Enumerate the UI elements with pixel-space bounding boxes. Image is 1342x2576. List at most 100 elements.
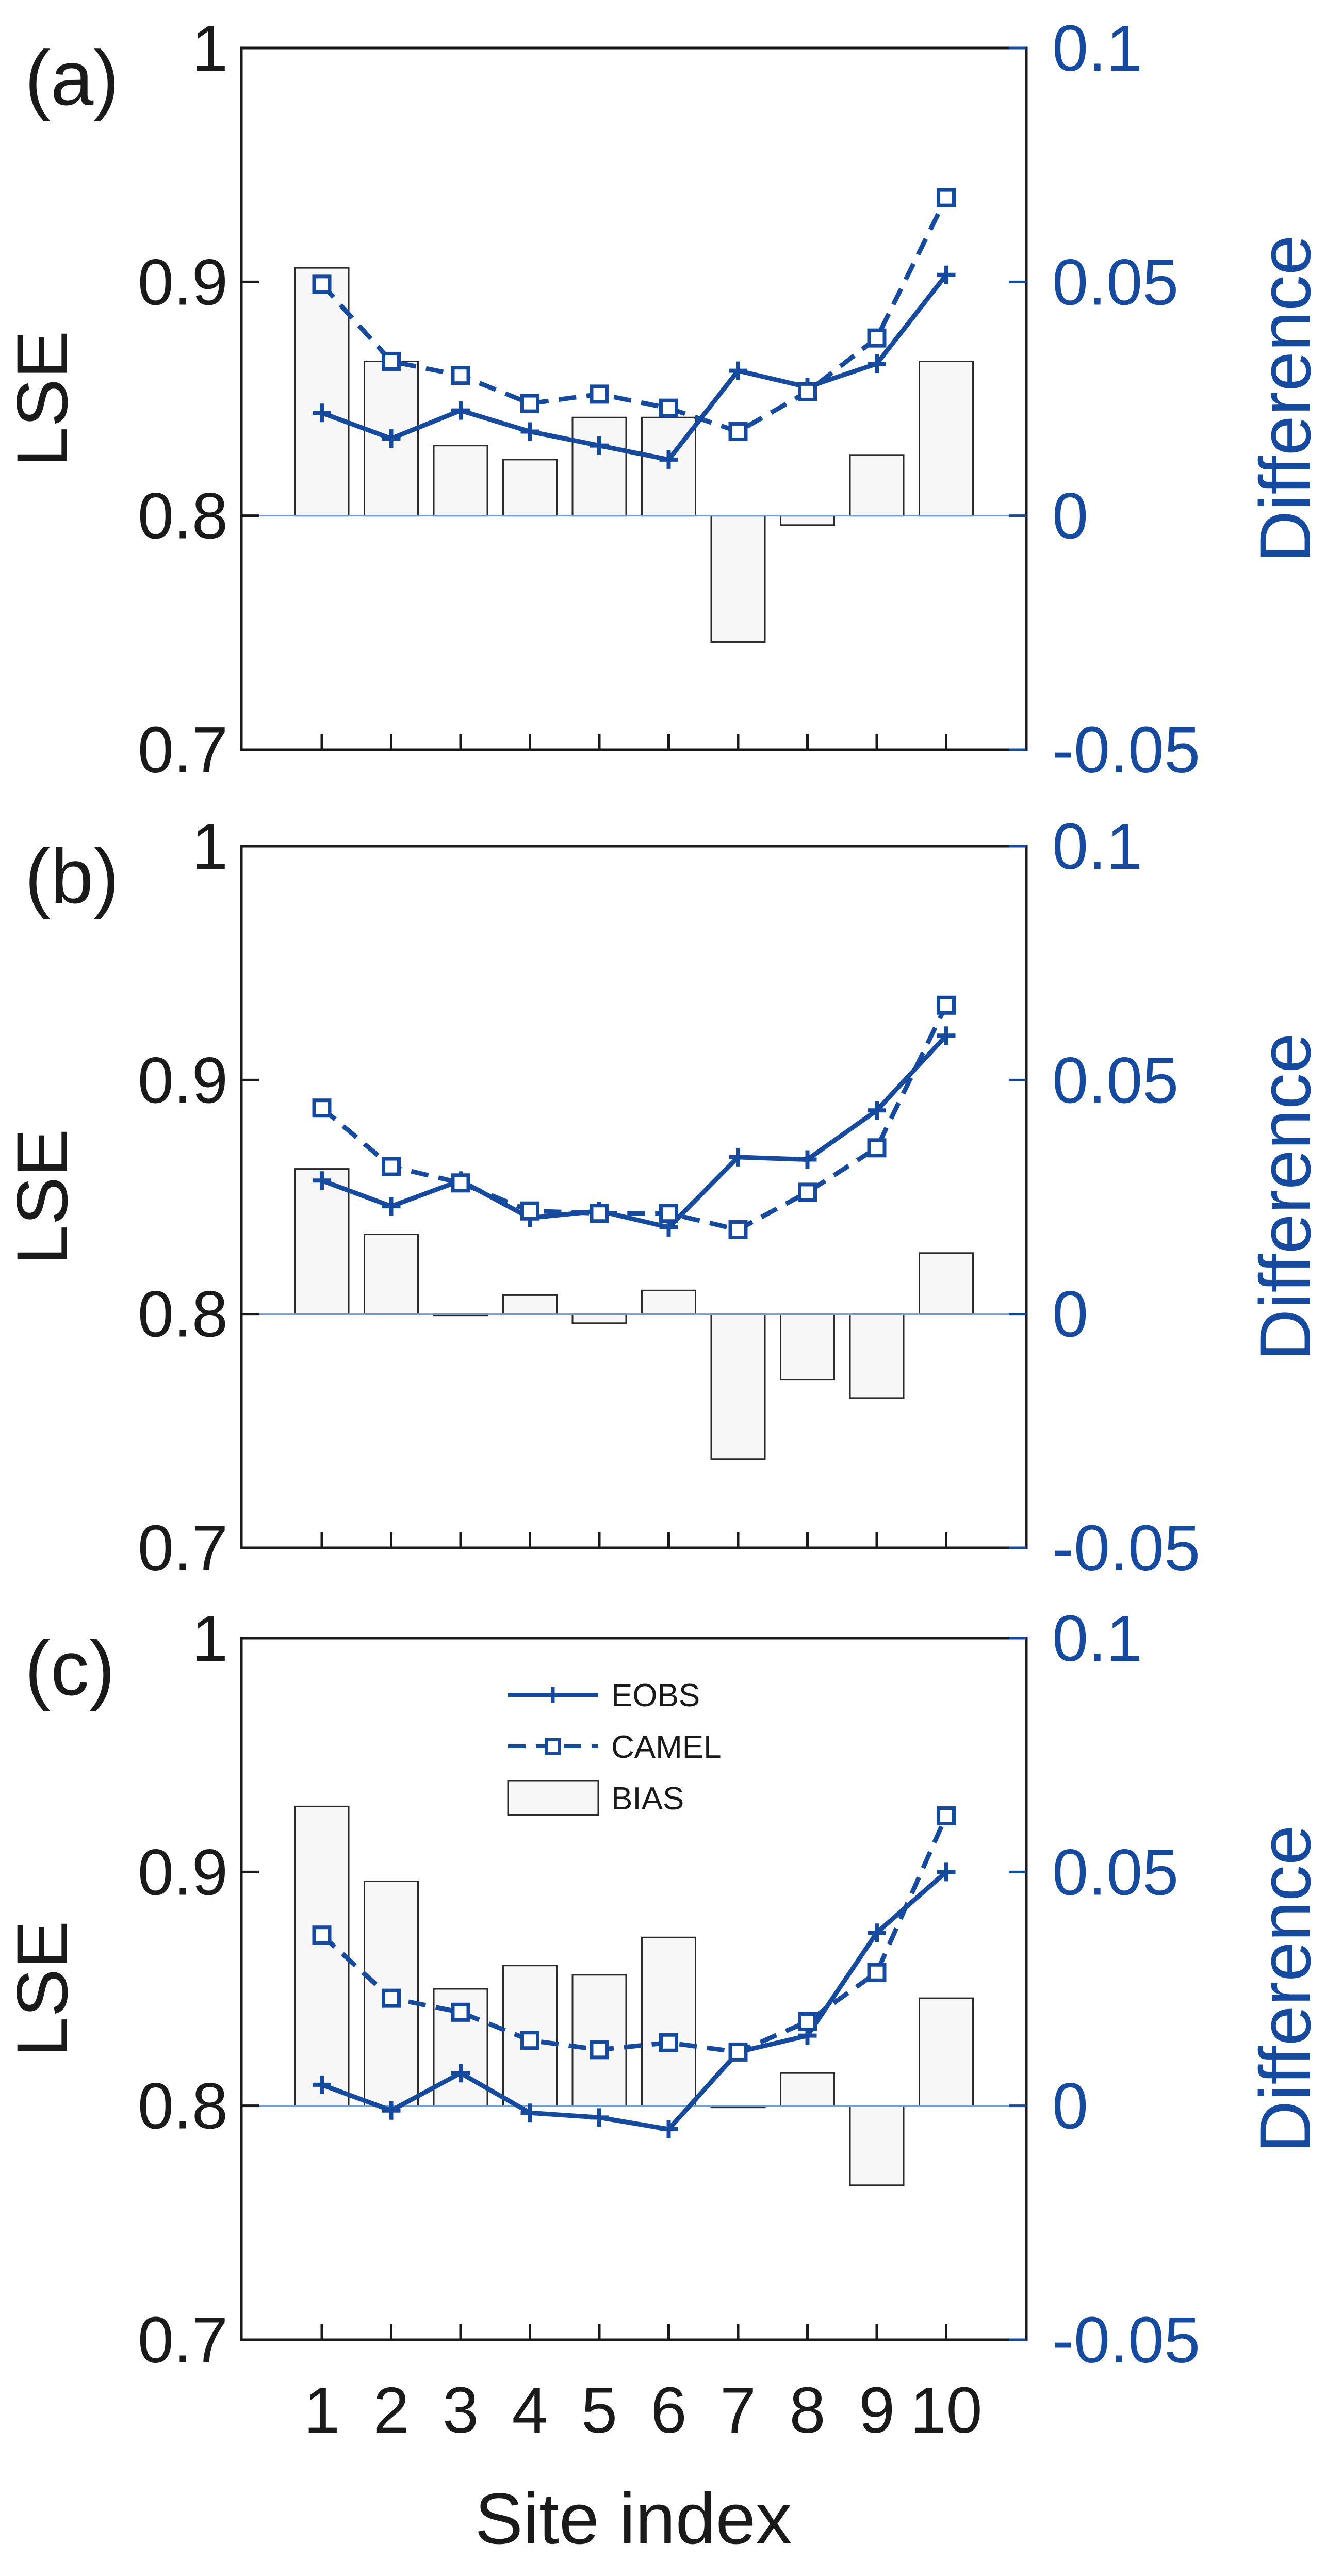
eobs-line [321, 1870, 948, 2132]
legend: EOBS CAMEL BIAS [507, 1678, 722, 1817]
bias-bar [571, 1313, 627, 1324]
left-tick-label: 0.7 [138, 2304, 228, 2376]
legend-camel-label: CAMEL [611, 1729, 722, 1765]
eobs-marker [451, 2064, 470, 2083]
plot-frame [240, 845, 1028, 1549]
panel-2: 0.7 0.8 0.9 1 -0.05 0 0.05 0.1 LSE Difference (b) [2, 810, 1325, 1584]
camel-marker [867, 328, 887, 348]
right-tick-label: 0 [1052, 1278, 1088, 1351]
x-tick-label: 1 [304, 2374, 340, 2447]
x-tick-label: 7 [720, 2374, 756, 2447]
eobs-line [321, 273, 948, 462]
camel-marker [728, 2042, 748, 2062]
bias-bar [710, 515, 766, 643]
left-tick-label: 0.8 [138, 1278, 228, 1351]
eobs-marker [729, 361, 747, 380]
right-tick-label: 0 [1052, 2070, 1088, 2143]
eobs-marker [382, 1197, 401, 1216]
camel-marker [451, 2002, 470, 2022]
camel-marker [520, 394, 539, 413]
bias-bar [919, 1252, 974, 1315]
camel-marker [590, 1204, 609, 1223]
camel-marker [451, 1173, 470, 1193]
camel-marker [382, 1988, 401, 2008]
camel-marker [728, 1220, 748, 1239]
eobs-marker [590, 436, 609, 455]
panels: 0.7 0.8 0.9 1 -0.05 0 0.05 0.1 LSE Difference (a) 0… [2, 12, 1325, 2447]
camel-marker [659, 1204, 678, 1223]
right-tick-label: 0.05 [1052, 246, 1179, 318]
right-tick-label: 0.1 [1052, 810, 1142, 883]
left-tick-label: 0.7 [138, 714, 228, 786]
bias-bar [780, 2072, 835, 2107]
eobs-marker [868, 354, 886, 373]
camel-marker [451, 366, 470, 385]
bias-bar [502, 459, 558, 517]
bias-bar [849, 454, 905, 517]
panel-label: (a) [25, 35, 119, 121]
left-tick-label: 1 [192, 12, 228, 85]
eobs-marker [937, 1026, 956, 1045]
eobs-marker [868, 1923, 886, 1942]
panel-label: (b) [25, 833, 119, 919]
x-axis-title: Site index [475, 2478, 792, 2559]
eobs-marker [520, 2103, 539, 2123]
right-axis-title: Difference [1245, 1033, 1325, 1361]
bias-bar [710, 1313, 766, 1460]
legend-eobs-label: EOBS [611, 1678, 700, 1713]
x-tick-label: 5 [581, 2374, 617, 2447]
camel-marker [312, 1098, 332, 1118]
bias-bar [849, 2105, 905, 2186]
x-tick-label: 4 [512, 2374, 548, 2447]
bias-bar [641, 1936, 696, 2107]
bias-bar [919, 360, 974, 517]
left-axis-title: LSE [2, 331, 83, 467]
eobs-marker [937, 265, 956, 284]
left-tick-label: 1 [192, 810, 228, 883]
bias-bar [780, 1313, 835, 1381]
eobs-marker [313, 1171, 331, 1190]
eobs-marker [659, 450, 678, 469]
right-tick-label: 0.1 [1052, 1602, 1142, 1675]
camel-marker [590, 384, 609, 404]
x-tick-label: 3 [443, 2374, 479, 2447]
left-axis-title: LSE [2, 1129, 83, 1266]
camel-marker [867, 1138, 887, 1158]
bias-bar [294, 1805, 350, 2107]
panel-1: 0.7 0.8 0.9 1 -0.05 0 0.05 0.1 LSE Difference (a) [2, 12, 1325, 786]
eobs-marker [659, 2120, 678, 2138]
right-tick-label: -0.05 [1052, 714, 1200, 786]
x-tick-label: 6 [650, 2374, 686, 2447]
right-tick-label: 0.05 [1052, 1044, 1179, 1116]
camel-marker [382, 351, 401, 371]
plot-frame [240, 46, 1028, 751]
camel-marker [937, 1806, 956, 1826]
eobs-line [321, 1034, 948, 1230]
legend-bias-swatch [507, 1780, 599, 1816]
x-tick-label: 10 [910, 2374, 982, 2447]
left-tick-label: 0.9 [138, 1044, 228, 1116]
right-tick-label: -0.05 [1052, 1512, 1200, 1584]
bias-bar [919, 1997, 974, 2107]
right-tick-label: 0 [1052, 480, 1088, 553]
x-tick-label: 2 [373, 2374, 409, 2447]
camel-marker [728, 422, 748, 441]
camel-marker [659, 398, 678, 418]
camel-marker [312, 274, 332, 294]
eobs-marker [382, 2101, 401, 2120]
camel-marker [520, 1201, 539, 1221]
left-axis-title: LSE [2, 1921, 83, 2057]
camel-marker [312, 1925, 332, 1945]
plot-frame [240, 1637, 1028, 2341]
bias-bar [294, 267, 350, 517]
panel-3: 0.7 0.8 0.9 1 -0.05 0 0.05 0.1 LSE Difference (c) 1… [2, 1602, 1325, 2447]
x-tick-label: 9 [859, 2374, 895, 2447]
legend-camel-marker [545, 1738, 561, 1755]
bias-bar [364, 1234, 419, 1315]
eobs-marker [937, 1862, 956, 1882]
left-tick-label: 1 [192, 1602, 228, 1675]
camel-line [320, 1004, 948, 1232]
left-tick-label: 0.8 [138, 480, 228, 553]
camel-marker [798, 1182, 817, 1202]
panel-label: (c) [25, 1625, 115, 1711]
